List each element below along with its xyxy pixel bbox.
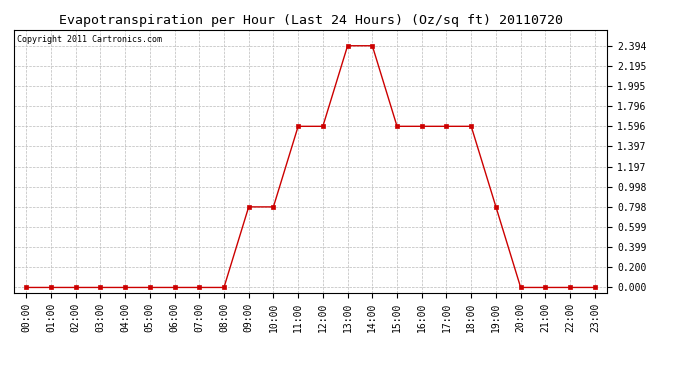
Text: Copyright 2011 Cartronics.com: Copyright 2011 Cartronics.com bbox=[17, 35, 161, 44]
Title: Evapotranspiration per Hour (Last 24 Hours) (Oz/sq ft) 20110720: Evapotranspiration per Hour (Last 24 Hou… bbox=[59, 15, 562, 27]
